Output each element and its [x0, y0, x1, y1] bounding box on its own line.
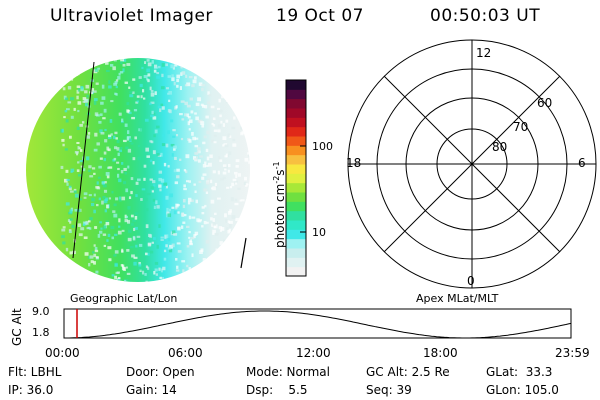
gain-status: Gain: 14	[126, 383, 177, 397]
mlt-label-6: 6	[578, 156, 586, 170]
seq-status: Seq: 39	[366, 383, 412, 397]
x-tick-1800: 18:00	[423, 346, 458, 360]
y-tick-9: 9.0	[32, 305, 50, 318]
mlt-label-18: 18	[346, 156, 362, 170]
apex-label: Apex MLat/MLT	[416, 292, 499, 305]
x-tick-0600: 06:00	[168, 346, 203, 360]
colorbar-cell	[286, 173, 306, 184]
mlt-label-12: 12	[476, 46, 492, 60]
colorbar-cell	[286, 229, 306, 240]
mlt-label-0: 0	[467, 274, 475, 288]
colorbar-tick-10: 10	[312, 226, 326, 239]
colorbar-cell	[286, 117, 306, 128]
date-label: 19 Oct 07	[276, 6, 364, 26]
colorbar-cell	[286, 192, 306, 202]
colorbar-cell	[286, 89, 306, 100]
colorbar-cell	[286, 257, 306, 268]
colorbar-cell	[286, 108, 306, 118]
colorbar-cell	[286, 145, 306, 156]
geographic-label: Geographic Lat/Lon	[70, 292, 178, 305]
colorbar-cell	[286, 98, 306, 109]
colorbar-cell	[286, 136, 306, 146]
colorbar-cell	[286, 248, 306, 258]
colorbar-cell	[286, 126, 306, 137]
mlat-label-60: 60	[537, 96, 553, 110]
mode-status: Mode: Normal	[246, 365, 330, 379]
x-tick-0000: 00:00	[45, 346, 80, 360]
colorbar-cell	[286, 201, 306, 212]
x-tick-2359: 23:59	[555, 346, 590, 360]
instrument-title: Ultraviolet Imager	[50, 6, 213, 26]
door-status: Door: Open	[126, 365, 195, 379]
glon-status: GLon: 105.0	[486, 383, 559, 397]
x-tick-1200: 12:00	[296, 346, 331, 360]
colorbar-cell	[286, 210, 306, 221]
colorbar-cell	[286, 154, 306, 165]
colorbar-cell	[286, 266, 306, 277]
limb-mark	[240, 237, 247, 269]
mlat-label-80: 80	[492, 140, 508, 154]
earth-disk	[26, 58, 250, 282]
colorbar-cell	[286, 238, 306, 249]
time-label: 00:50:03 UT	[430, 6, 541, 26]
mlat-label-70: 70	[513, 120, 529, 134]
gc-alt-status: GC Alt: 2.5 Re	[366, 365, 450, 379]
y-tick-1-8: 1.8	[32, 326, 50, 339]
terminator-line	[72, 61, 95, 259]
glat-status: GLat: 33.3	[486, 365, 553, 379]
dsp-status: Dsp: 5.5	[246, 383, 308, 397]
colorbar-cell	[286, 164, 306, 174]
colorbar-cell	[286, 80, 306, 90]
colorbar-cell	[286, 182, 306, 193]
colorbar-cell	[286, 220, 306, 230]
filter-status: Flt: LBHL	[8, 365, 62, 379]
colorbar-tick-100: 100	[312, 140, 333, 153]
ip-status: IP: 36.0	[8, 383, 54, 397]
